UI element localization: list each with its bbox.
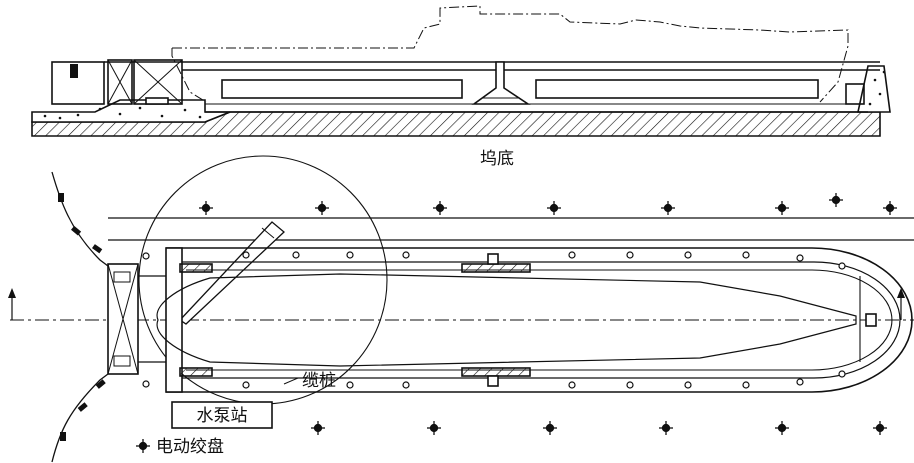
right-embankment <box>857 65 891 113</box>
label-dock-floor: 坞底 <box>480 149 514 169</box>
quay-fender-marks <box>58 193 106 441</box>
keel-block-left <box>221 79 463 99</box>
dock-basin-outer <box>166 247 913 393</box>
caisson-gate <box>107 59 133 105</box>
centre-support <box>471 61 531 105</box>
concrete-dots <box>43 70 886 120</box>
crane-jib <box>179 221 285 325</box>
quay-wall-left-bottom <box>51 373 109 463</box>
bollards <box>142 251 846 389</box>
winches <box>136 193 897 453</box>
ship-outline <box>172 5 849 103</box>
gate-slot <box>70 64 78 78</box>
winch-legend-symbol <box>136 439 150 453</box>
pump-station-box <box>171 401 273 429</box>
label-winch: 电动绞盘 <box>156 437 224 457</box>
ship-plan-outline <box>156 273 857 367</box>
label-pump-station: 水泵站 <box>197 406 248 426</box>
section-view <box>31 5 891 137</box>
plan-view <box>8 155 914 463</box>
keel-block-right <box>535 79 819 99</box>
quay-wall-left-top <box>51 171 109 267</box>
label-bollard: 缆桩 <box>302 371 336 391</box>
